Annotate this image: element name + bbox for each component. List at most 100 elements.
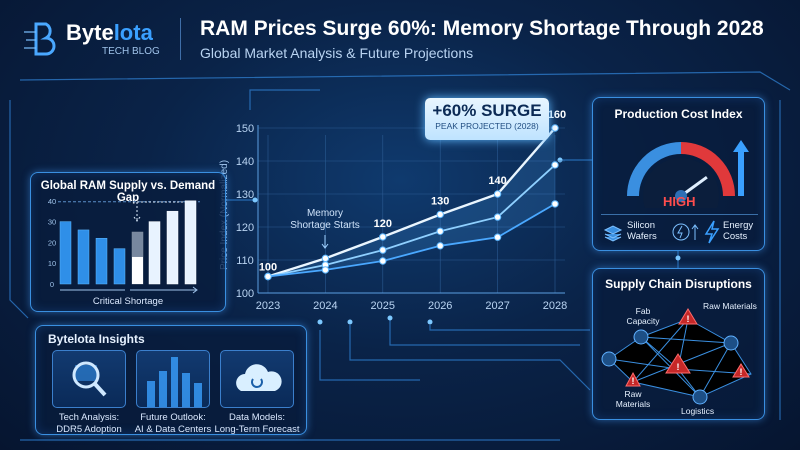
- data-point: [493, 233, 502, 241]
- data-point: [551, 200, 559, 208]
- bar: [59, 221, 72, 285]
- series-line-1: [267, 127, 556, 278]
- bar: [166, 210, 179, 285]
- production-cost-title: Production Cost Index: [614, 107, 743, 121]
- page-title: RAM Prices Surge 60%: Memory Shortage Th…: [200, 17, 764, 40]
- data-point: [379, 246, 387, 254]
- silicon-wafers-icon: [603, 225, 623, 242]
- svg-text:!: !: [687, 314, 690, 324]
- y-tick-label: 120: [236, 222, 254, 234]
- bar-chart-title: Global RAM Supply vs. Demand Gap: [40, 180, 216, 204]
- data-models-thumbnail[interactable]: [220, 350, 294, 408]
- cost-gauge: [627, 142, 735, 208]
- insight-caption-models: Data Models: Long-Term Forecast: [212, 412, 302, 436]
- x-tick-label: 2026: [428, 300, 452, 312]
- data-point: [493, 213, 502, 221]
- data-point: [264, 272, 272, 281]
- node-raw-materials-bottom: Raw Materials: [615, 389, 651, 409]
- price-index-line-chart: 100 110 120 130 140 150 2023 2024 2025 2026 2027 20…: [219, 109, 567, 312]
- y-tick-label: 110: [236, 255, 254, 267]
- bar: [148, 221, 161, 285]
- y-tick-label: 40: [48, 197, 56, 206]
- shortage-bracket: [60, 286, 198, 294]
- x-axis-label: Critical Shortage: [93, 296, 163, 307]
- x-tick-label: 2025: [371, 300, 395, 312]
- data-point: [379, 257, 387, 265]
- data-point: [436, 242, 444, 250]
- data-point: [551, 161, 559, 169]
- data-point: [321, 266, 330, 274]
- series-line-2: [267, 164, 556, 278]
- y-tick-label: 10: [48, 259, 56, 268]
- gauge-label: HIGH: [663, 194, 696, 209]
- series-band: [268, 128, 555, 277]
- data-label: 120: [374, 218, 392, 230]
- annotation-arrow-icon: [321, 235, 329, 249]
- energy-costs-label: Energy Costs: [723, 220, 754, 242]
- data-label: 160: [548, 109, 566, 121]
- page-subtitle: Global Market Analysis & Future Projecti…: [200, 45, 474, 61]
- cloud-sync-icon: [236, 364, 282, 391]
- x-tick-label: 2027: [485, 300, 509, 312]
- x-tick-label: 2023: [256, 300, 280, 312]
- data-label: 100: [259, 262, 277, 274]
- y-tick-label: 130: [236, 189, 254, 201]
- data-point: [436, 210, 444, 219]
- lightning-icon: [704, 220, 720, 244]
- future-outlook-thumbnail[interactable]: [136, 350, 210, 408]
- silicon-wafers-label: Silicon Wafers: [627, 220, 657, 242]
- divider: [601, 214, 758, 215]
- caption-line: DDR5 Adoption: [56, 424, 122, 435]
- y-tick-label: 30: [48, 218, 56, 227]
- annotation-line-2: Shortage Starts: [290, 220, 359, 231]
- bar: [113, 248, 126, 285]
- svg-text:!: !: [632, 376, 635, 386]
- surge-headline: +60% SURGE: [432, 101, 542, 120]
- data-point: [321, 254, 330, 263]
- node-raw-materials-top: Raw Materials: [703, 301, 757, 311]
- tech-analysis-thumbnail[interactable]: [52, 350, 126, 408]
- supply-network-diagram: !!!!: [601, 308, 752, 405]
- logo-circuit-b-icon: [24, 22, 56, 56]
- svg-text:!: !: [740, 367, 743, 377]
- annotation-line-1: Memory: [307, 208, 343, 219]
- city-skyline-icon: [147, 357, 202, 407]
- node-fab-capacity: Fab Capacity: [626, 306, 660, 326]
- bar: [95, 237, 108, 285]
- data-label: 140: [488, 175, 506, 187]
- caption-line: Data Models:: [229, 412, 285, 423]
- data-point: [551, 124, 559, 132]
- logo-brand-a: Byte: [66, 20, 114, 45]
- insight-caption-outlook: Future Outlook: AI & Data Centers: [128, 412, 218, 436]
- energy-up-icon: [672, 223, 699, 241]
- data-label: 130: [431, 195, 449, 207]
- y-tick-label: 100: [236, 288, 254, 300]
- supply-demand-bar-chart: 0 10 20 30 40 Critical Shortage: [48, 197, 200, 307]
- logo-brand-b: lota: [113, 20, 153, 45]
- y-tick-label: 150: [236, 123, 254, 135]
- logo-subtitle: TECH BLOG: [102, 46, 160, 57]
- logo[interactable]: Bytelota TECH BLOG: [22, 16, 172, 62]
- bar: [77, 229, 90, 285]
- magnifier-chip-icon: [72, 361, 107, 397]
- node-logistics: Logistics: [681, 406, 715, 416]
- data-point: [436, 227, 444, 235]
- caption-line: Future Outlook:: [140, 412, 206, 423]
- surge-callout: +60% SURGE PEAK PROJECTED (2028): [425, 98, 549, 140]
- svg-text:!: !: [677, 362, 680, 372]
- caption-line: Tech Analysis:: [58, 412, 120, 423]
- warning-icons: [625, 308, 750, 387]
- up-arrow-icon: [733, 140, 749, 196]
- production-cost-panel: Production Cost Index HIGH Silicon Wafer…: [592, 97, 765, 251]
- gap-arrow-icon: [133, 201, 185, 222]
- supply-chain-panel: Supply Chain Disruptions !!!! Fab Capaci…: [592, 268, 765, 420]
- series-line-3: [267, 203, 556, 278]
- y-tick-label: 20: [48, 238, 56, 247]
- insights-panel: Bytelota Insights Tech Analysis: DDR5 Ado…: [35, 325, 307, 435]
- data-point: [493, 190, 502, 198]
- x-tick-label: 2028: [543, 300, 567, 312]
- supply-chain-title: Supply Chain Disruptions: [605, 277, 752, 291]
- bar: [184, 200, 197, 285]
- caption-line: Long-Term Forecast: [214, 424, 300, 435]
